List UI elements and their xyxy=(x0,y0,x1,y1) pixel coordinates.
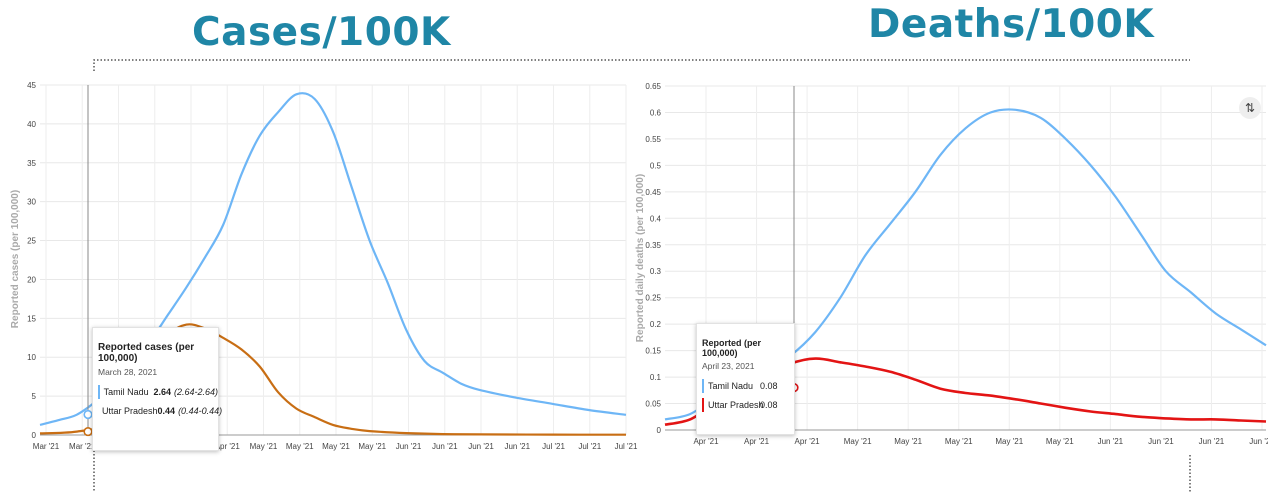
y-tick-label: 25 xyxy=(27,237,36,246)
x-tick-label: May '21 xyxy=(322,442,350,451)
y-tick-label: 10 xyxy=(27,353,36,362)
x-tick-label: May '21 xyxy=(250,442,278,451)
cases-tooltip: Reported cases (per 100,000) March 28, 2… xyxy=(92,327,222,451)
y-tick-label: 0.1 xyxy=(650,373,662,382)
legend-swatch xyxy=(98,385,100,399)
y-tick-label: 5 xyxy=(32,392,37,401)
deaths-chart: 0 0.05 0.1 0.15 0.2 0.25 0.3 0.35 0.4 0.45 0.5 0.55… xyxy=(635,82,1268,446)
tooltip-row: Tamil Nadu 2.64 (2.64-2.64) xyxy=(98,385,218,399)
tooltip-date: April 23, 2021 xyxy=(702,361,755,371)
y-tick-label: 0.45 xyxy=(645,188,661,197)
y-tick-label: 0.65 xyxy=(645,82,661,91)
tooltip-title: Reported cases (per 100,000) xyxy=(98,342,195,364)
y-tick-label: 0.2 xyxy=(650,320,662,329)
y-tick-label: 0.15 xyxy=(645,347,661,356)
y-tick-label: 0.05 xyxy=(645,400,661,409)
y-tick-label: 0.4 xyxy=(650,214,662,223)
settings-icon[interactable]: ⇅ xyxy=(1239,97,1261,119)
x-tick-label: May '21 xyxy=(358,442,386,451)
x-tick-label: May '21 xyxy=(286,442,314,451)
y-tick-label: 30 xyxy=(27,198,36,207)
x-tick-label: Jun '21 xyxy=(1098,437,1124,446)
x-tick-label: Apr '21 xyxy=(215,442,241,451)
x-tick-label: Jun '21 xyxy=(396,442,422,451)
tooltip-row: Uttar Pradesh 0.44 (0.44-0.44) xyxy=(98,404,222,418)
tooltip-value: 0.08 xyxy=(760,381,778,391)
y-tick-label: 0.5 xyxy=(650,161,662,170)
y-tick-label: 40 xyxy=(27,120,36,129)
x-tick-label: Jun '21 xyxy=(468,442,494,451)
x-tick-label: Jul '21 xyxy=(615,442,638,451)
y-tick-label: 35 xyxy=(27,159,36,168)
y-tick-label: 0.6 xyxy=(650,108,662,117)
tooltip-series-name: Uttar Pradesh xyxy=(708,400,764,410)
tooltip-series-name: Uttar Pradesh xyxy=(102,406,158,416)
y-tick-label: 0.35 xyxy=(645,241,661,250)
cases-title: Cases/100K xyxy=(192,10,451,55)
tooltip-title: Reported (per 100,000) xyxy=(702,338,762,358)
x-tick-label: Mar '21 xyxy=(33,442,60,451)
y-tick-label: 0.25 xyxy=(645,294,661,303)
deaths-tooltip: Reported (per 100,000) April 23, 2021 Ta… xyxy=(696,323,795,435)
tooltip-series-name: Tamil Nadu xyxy=(103,387,149,397)
y-tick-label: 20 xyxy=(27,275,36,284)
tooltip-value: 2.64 xyxy=(153,387,171,397)
y-axis-label: Reported daily deaths (per 100,000) xyxy=(635,174,646,342)
hover-marker xyxy=(83,426,93,437)
x-tick-label: Apr '21 xyxy=(693,437,719,446)
y-tick-label: 45 xyxy=(27,81,36,90)
x-tick-label: Jun '21 xyxy=(432,442,458,451)
x-tick-label: May '21 xyxy=(995,437,1023,446)
deaths-title: Deaths/100K xyxy=(868,2,1155,47)
legend-swatch xyxy=(702,379,704,393)
x-tick-label: May '21 xyxy=(945,437,973,446)
x-tick-label: Apr '21 xyxy=(795,437,821,446)
y-axis-label: Reported cases (per 100,000) xyxy=(10,190,21,328)
x-tick-label: Jun '21 xyxy=(504,442,530,451)
x-tick-label: Jul '21 xyxy=(542,442,565,451)
y-tick-label: 0 xyxy=(657,426,662,435)
x-tick-label: May '21 xyxy=(844,437,872,446)
tooltip-row: Tamil Nadu 0.08 xyxy=(702,379,794,393)
tooltip-range: (0.44-0.44) xyxy=(178,406,223,416)
y-tick-label: 0.55 xyxy=(645,135,661,144)
x-tick-label: Jul '21 xyxy=(578,442,601,451)
x-tick-label: Jun '21 xyxy=(1249,437,1268,446)
x-tick-label: May '21 xyxy=(894,437,922,446)
tooltip-date: March 28, 2021 xyxy=(98,367,158,377)
x-tick-label: Apr '21 xyxy=(744,437,770,446)
tooltip-range: (2.64-2.64) xyxy=(173,387,218,397)
x-tick-label: Mar '21 xyxy=(69,442,96,451)
tooltip-value: 0.08 xyxy=(760,400,778,410)
tooltip-row: Uttar Pradesh 0.08 xyxy=(702,398,794,412)
hover-marker xyxy=(83,409,93,420)
y-tick-label: 0 xyxy=(32,431,37,440)
dotted-connector xyxy=(93,59,1190,71)
y-tick-label: 15 xyxy=(27,314,36,323)
x-tick-label: May '21 xyxy=(1046,437,1074,446)
y-tick-label: 0.3 xyxy=(650,267,662,276)
tooltip-value: 0.44 xyxy=(157,406,176,416)
x-tick-label: Jun '21 xyxy=(1199,437,1225,446)
tooltip-series-name: Tamil Nadu xyxy=(708,381,754,391)
legend-swatch xyxy=(702,398,704,412)
x-tick-label: Jun '21 xyxy=(1148,437,1174,446)
